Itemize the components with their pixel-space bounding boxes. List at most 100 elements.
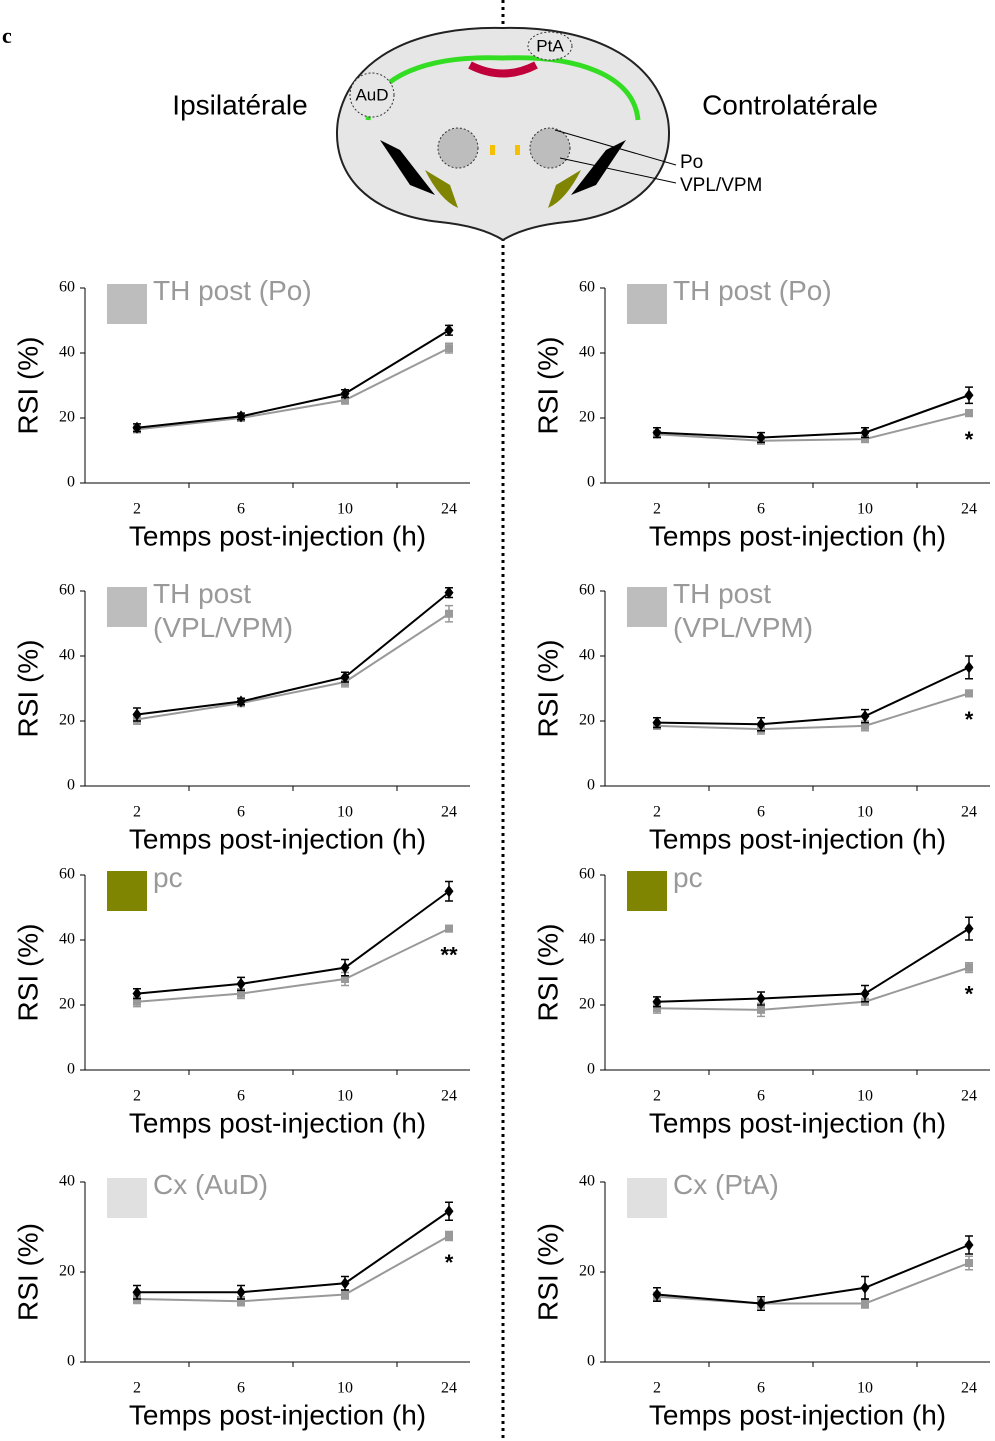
x-tick-label: 24 [961, 1380, 977, 1397]
y-tick-label: 0 [67, 1353, 75, 1370]
marker [236, 695, 246, 708]
y-tick-label: 0 [587, 777, 595, 794]
legend-label: Cx (PtA) [673, 1169, 779, 1200]
y-axis-label: RSI (%) [532, 640, 563, 738]
x-tick-label: 10 [857, 1088, 873, 1105]
region-label: Po [680, 152, 703, 173]
x-tick-label: 2 [653, 1088, 661, 1105]
marker [341, 1290, 349, 1299]
marker [652, 995, 662, 1008]
marker [756, 1297, 766, 1310]
y-tick-label: 40 [579, 647, 595, 664]
y-axis-label: RSI (%) [12, 337, 43, 435]
x-axis-label: Temps post-injection (h) [129, 823, 426, 854]
legend: Cx (AuD) [153, 1169, 268, 1200]
marker [652, 426, 662, 439]
marker [445, 609, 453, 618]
y-tick-label: 60 [59, 582, 75, 599]
x-tick-label: 6 [237, 804, 245, 821]
marker [340, 961, 350, 974]
legend-label: pc [673, 862, 703, 893]
legend: TH post (Po) [153, 275, 312, 306]
x-tick-label: 24 [441, 804, 457, 821]
marker [652, 1288, 662, 1301]
x-axis-label: Temps post-injection (h) [649, 823, 946, 854]
region-label: AuD [355, 85, 388, 104]
y-tick-label: 60 [59, 866, 75, 883]
series-line [656, 927, 970, 1003]
legend: TH post (VPL/VPM) [673, 578, 814, 643]
x-tick-label: 10 [337, 501, 353, 518]
legend: TH post (Po) [673, 275, 832, 306]
side-label: Controlatérale [702, 89, 878, 120]
marker [964, 661, 974, 674]
marker [132, 987, 142, 1000]
marker [444, 885, 454, 898]
marker [341, 975, 349, 983]
series-line [656, 1244, 970, 1305]
marker [340, 387, 350, 400]
y-tick-label: 40 [59, 344, 75, 361]
x-tick-label: 6 [757, 1088, 765, 1105]
marker [860, 1281, 870, 1294]
series-line [136, 927, 450, 1003]
marker [132, 421, 142, 434]
x-tick-label: 6 [757, 501, 765, 518]
series-line [656, 692, 970, 731]
y-tick-label: 40 [579, 1173, 595, 1190]
x-tick-label: 2 [133, 1088, 141, 1105]
x-tick-label: 24 [961, 501, 977, 518]
legend-label: TH post (Po) [673, 275, 832, 306]
x-tick-label: 10 [857, 804, 873, 821]
series-line [136, 1235, 450, 1303]
series-line [136, 329, 450, 429]
x-axis-label: Temps post-injection (h) [129, 520, 426, 551]
x-tick-label: 6 [237, 1380, 245, 1397]
marker [860, 710, 870, 723]
legend: Cx (PtA) [673, 1169, 779, 1200]
marker [340, 671, 350, 684]
marker [860, 426, 870, 439]
brain-diagram [336, 26, 677, 242]
annotation: ** [440, 942, 458, 967]
panel-label: c [2, 23, 12, 48]
y-tick-label: 0 [587, 1353, 595, 1370]
series-line [656, 412, 970, 442]
series-line [137, 1210, 450, 1294]
marker [756, 992, 766, 1005]
x-tick-label: 24 [441, 1380, 457, 1397]
marker [445, 344, 453, 353]
annotation: * [965, 427, 974, 452]
y-tick-label: 20 [579, 712, 595, 729]
marker [964, 1239, 974, 1251]
legend: pc [673, 862, 703, 893]
y-axis-label: RSI (%) [532, 337, 563, 435]
marker [965, 963, 973, 972]
marker [756, 718, 766, 731]
x-tick-label: 24 [441, 501, 457, 518]
y-tick-label: 0 [587, 474, 595, 491]
series-line [136, 591, 450, 716]
x-axis-label: Temps post-injection (h) [649, 520, 946, 551]
y-tick-label: 40 [59, 647, 75, 664]
x-tick-label: 2 [133, 804, 141, 821]
x-tick-label: 10 [337, 1088, 353, 1105]
legend-swatch [627, 871, 667, 911]
x-tick-label: 6 [237, 1088, 245, 1105]
marker [132, 708, 142, 721]
y-tick-label: 20 [59, 996, 75, 1013]
y-tick-label: 60 [59, 279, 75, 296]
y-axis-label: RSI (%) [12, 924, 43, 1022]
marker [236, 410, 246, 423]
y-axis-label: RSI (%) [12, 1223, 43, 1321]
x-axis-label: Temps post-injection (h) [649, 1399, 946, 1430]
legend-swatch [107, 871, 147, 911]
region-label: PtA [536, 36, 564, 55]
y-axis-label: RSI (%) [12, 640, 43, 738]
x-tick-label: 10 [857, 1380, 873, 1397]
marker [861, 1299, 869, 1308]
marker [861, 721, 869, 730]
legend-label: TH post (VPL/VPM) [673, 578, 814, 643]
annotation: * [445, 1250, 454, 1275]
legend-swatch [107, 1178, 147, 1218]
